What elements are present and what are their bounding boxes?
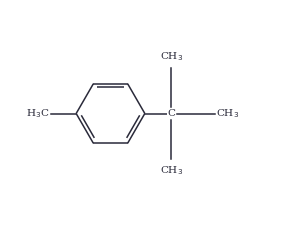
Text: CH$_3$: CH$_3$ xyxy=(160,50,183,63)
Text: C: C xyxy=(168,109,175,118)
Text: H$_3$C: H$_3$C xyxy=(26,107,50,120)
Text: CH$_3$: CH$_3$ xyxy=(160,164,183,177)
Text: CH$_3$: CH$_3$ xyxy=(216,107,239,120)
